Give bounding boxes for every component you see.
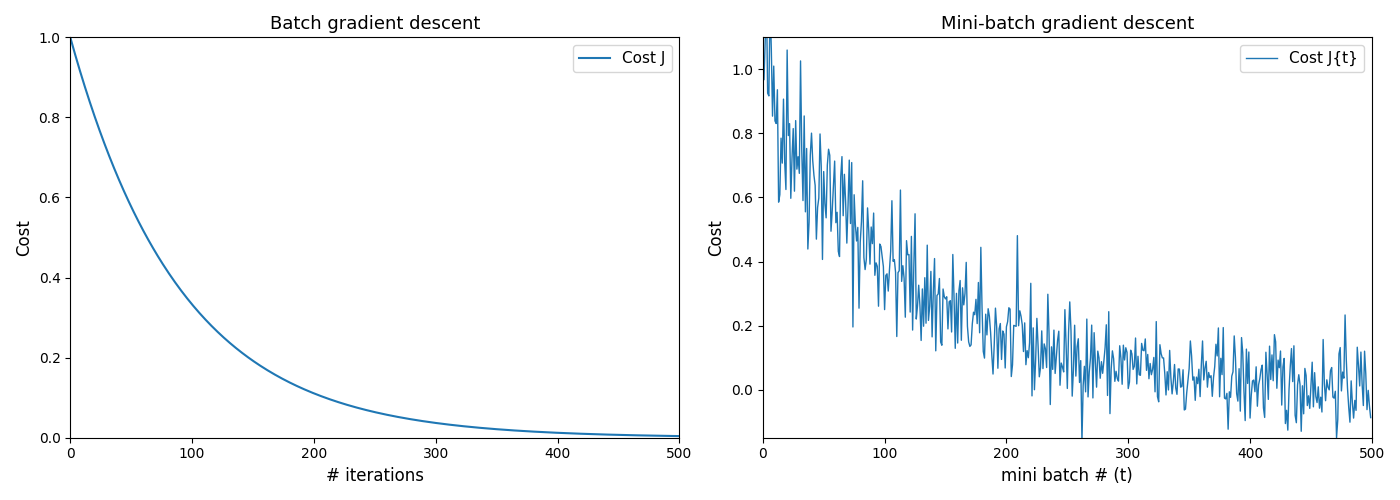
Title: Mini-batch gradient descent: Mini-batch gradient descent — [941, 15, 1194, 33]
X-axis label: mini batch # (t): mini batch # (t) — [1001, 467, 1133, 485]
Legend: Cost J{t}: Cost J{t} — [1240, 45, 1364, 72]
Cost J{t} — [1119, 350, 1135, 356]
Cost J{t} — [1362, 414, 1379, 420]
Legend: Cost J: Cost J — [574, 45, 672, 72]
Cost J — [391, 414, 407, 420]
Y-axis label: Cost: Cost — [707, 219, 725, 256]
X-axis label: # iterations: # iterations — [326, 467, 424, 485]
Line: Cost J: Cost J — [70, 38, 678, 436]
Cost J{t} — [755, 57, 771, 63]
Cost J — [354, 406, 371, 412]
Cost J — [62, 34, 78, 40]
Cost J{t} — [1086, 330, 1103, 336]
Cost J — [350, 405, 367, 411]
Cost J{t} — [1254, 405, 1271, 411]
Cost J{t} — [1049, 353, 1065, 359]
Cost J — [560, 430, 577, 436]
Cost J{t} — [1044, 366, 1061, 372]
Y-axis label: Cost: Cost — [15, 219, 34, 256]
Cost J — [424, 420, 441, 426]
Line: Cost J{t}: Cost J{t} — [763, 0, 1371, 442]
Cost J{t} — [1074, 439, 1091, 445]
Cost J{t} — [1350, 362, 1366, 368]
Cost J — [669, 433, 686, 439]
Cost J — [655, 433, 672, 439]
Title: Batch gradient descent: Batch gradient descent — [270, 15, 480, 33]
